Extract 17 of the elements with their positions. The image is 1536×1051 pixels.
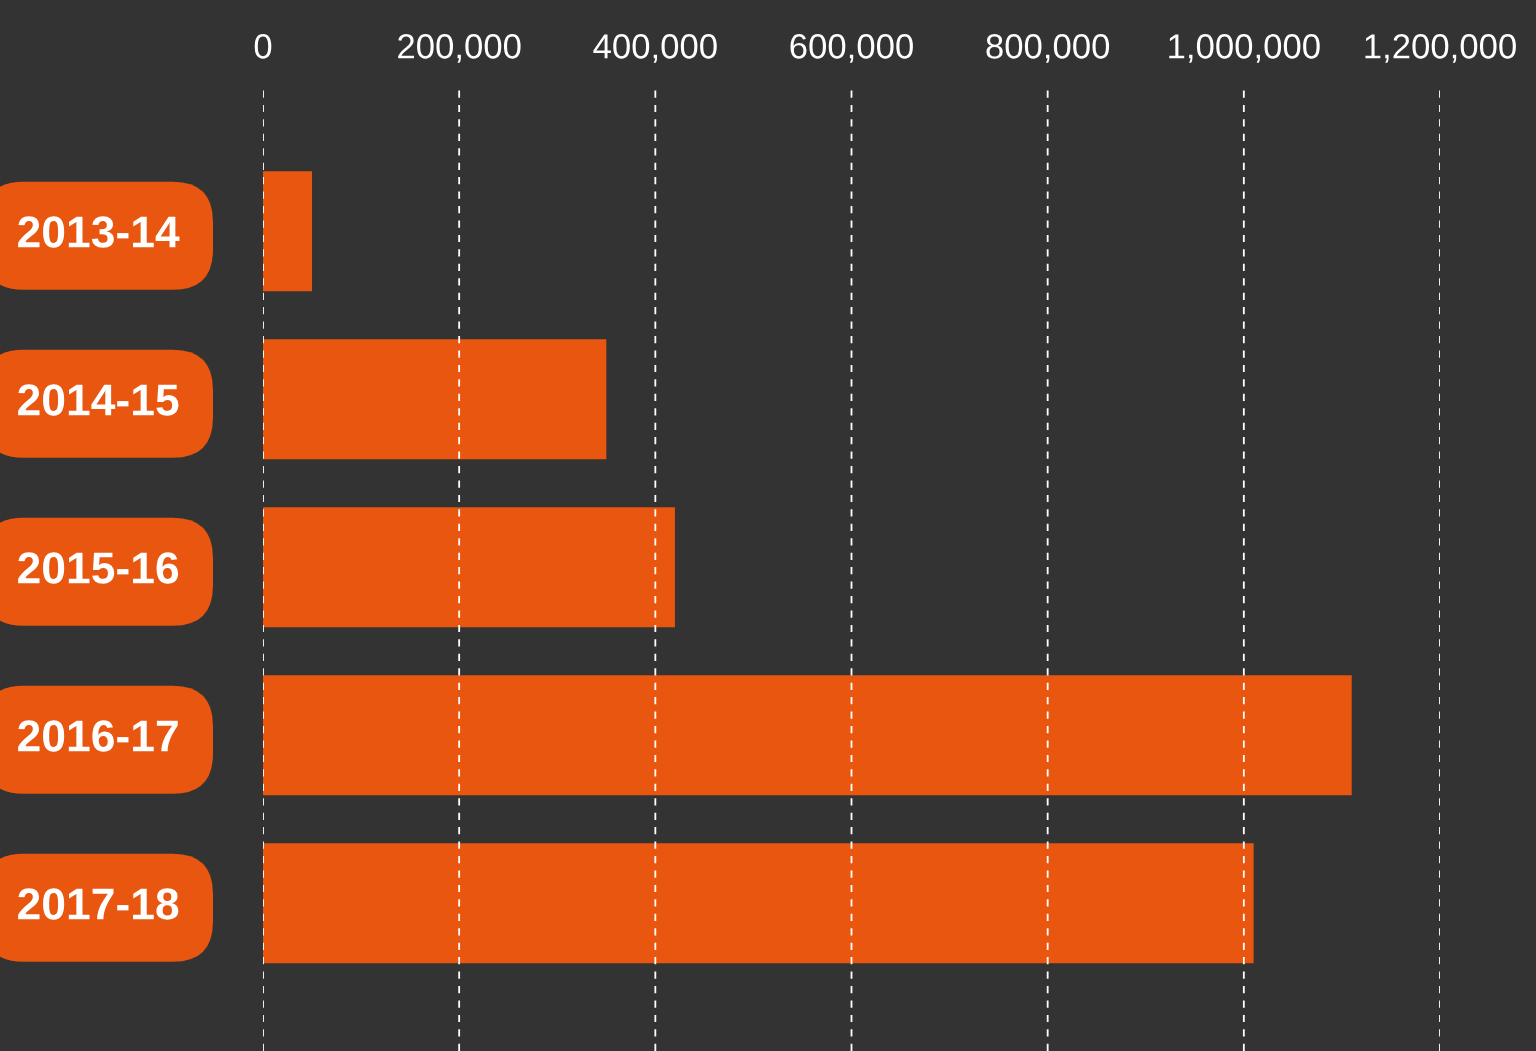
bar [263,171,313,292]
y-tick-label: 2015-16 [18,552,179,584]
y-tick-label: 2017-18 [18,888,179,920]
bar [263,675,1352,796]
x-tick-label: 600,000 [790,34,913,63]
y-tick-label: 2014-15 [18,384,179,416]
bar [263,843,1254,964]
x-tick-label: 1,200,000 [1365,34,1516,63]
x-tick-label: 1,000,000 [1169,34,1320,63]
y-tick-label: 2013-14 [18,216,180,248]
x-tick-label: 800,000 [986,34,1110,63]
x-tick-label: 400,000 [593,34,717,63]
y-tick-label: 2016-17 [18,720,178,752]
bar [263,339,607,460]
x-tick-label: 0 [254,34,272,59]
x-tick-label: 200,000 [398,34,521,63]
bar [263,507,675,628]
